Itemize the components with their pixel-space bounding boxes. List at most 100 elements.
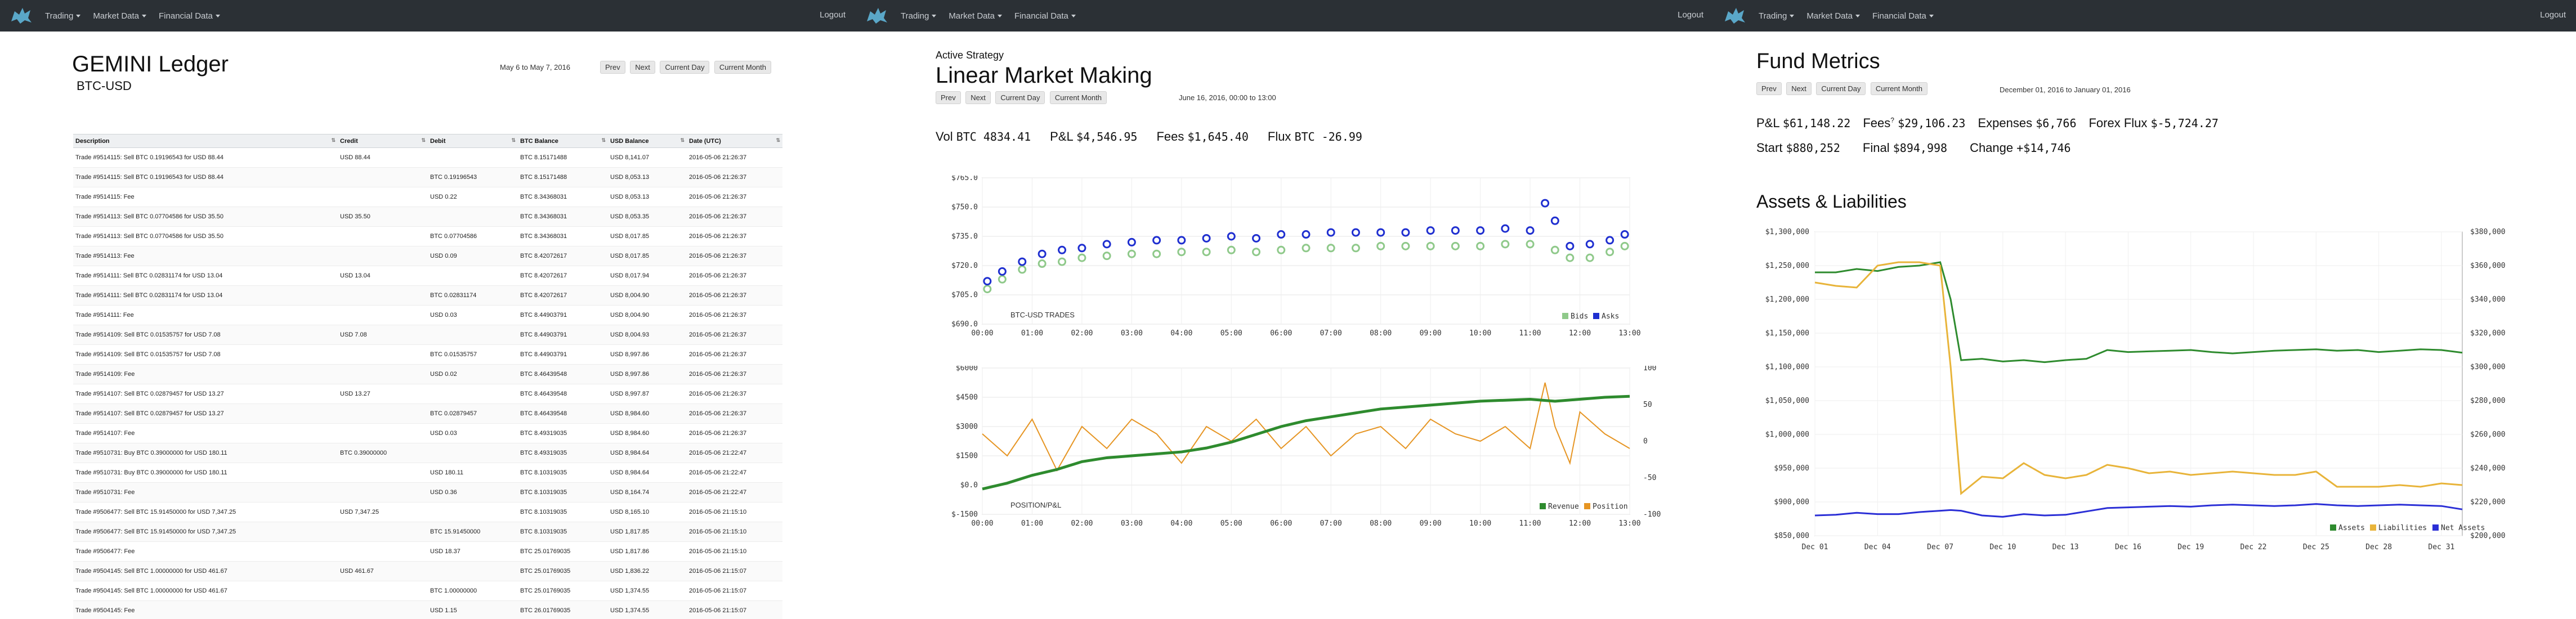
table-row: Trade #9504145: Fee USD 1.15 BTC 26.017690…: [73, 600, 782, 619]
table-cell: [338, 344, 428, 365]
sort-icon[interactable]: ⇅: [776, 137, 780, 143]
prev-button[interactable]: Prev: [600, 61, 625, 74]
current-month-button[interactable]: Current Month: [714, 61, 771, 74]
x-tick-label: Dec 31: [2428, 543, 2454, 551]
current-day-button[interactable]: Current Day: [660, 61, 710, 74]
table-cell: Trade #9510731: Buy BTC 0.39000000 for U…: [73, 443, 338, 463]
column-header[interactable]: USD Balance ⇅: [608, 134, 687, 148]
table-cell: BTC 8.49319035: [518, 443, 608, 463]
table-cell: 2016-05-06 21:26:37: [687, 147, 782, 168]
table-cell: 2016-05-06 21:15:07: [687, 581, 782, 601]
column-header[interactable]: BTC Balance ⇅: [518, 134, 608, 148]
ask-point: [1252, 234, 1261, 243]
table-cell: Trade #9504145: Sell BTC 1.00000000 for …: [73, 581, 338, 601]
fees-help-marker[interactable]: ?: [1890, 116, 1894, 124]
stat-value: $880,252: [1786, 141, 1840, 155]
sort-icon[interactable]: ⇅: [511, 137, 516, 143]
column-header[interactable]: Date (UTC) ⇅: [687, 134, 782, 148]
y-tick-label: $3000: [956, 423, 978, 431]
table-cell: BTC 25.01769035: [518, 541, 608, 562]
caret-down-icon: [1929, 14, 1934, 17]
column-header[interactable]: Description ⇅: [73, 134, 338, 148]
stat-flux: Flux BTC -26.99: [1268, 129, 1362, 144]
sort-icon[interactable]: ⇅: [601, 137, 606, 143]
nav-market-data[interactable]: Market Data: [1806, 11, 1861, 21]
nav-market-data[interactable]: Market Data: [949, 11, 1003, 21]
x-tick-label: Dec 28: [2365, 543, 2392, 551]
table-cell: USD 1,836.22: [608, 561, 687, 581]
stat-fees: Fees $1,645.40: [1156, 129, 1248, 144]
logout-link[interactable]: Logout: [2540, 10, 2566, 20]
logo-icon[interactable]: [8, 5, 35, 27]
nav-trading-label: Trading: [901, 11, 929, 21]
prev-button[interactable]: Prev: [1756, 82, 1782, 95]
nav-financial-data[interactable]: Financial Data: [1014, 11, 1076, 21]
table-cell: 2016-05-06 21:15:10: [687, 522, 782, 542]
ask-point: [1302, 230, 1311, 239]
table-cell: 2016-05-06 21:15:10: [687, 502, 782, 522]
table-cell: 2016-05-06 21:26:37: [687, 246, 782, 266]
date-range: December 01, 2016 to January 01, 2016: [2000, 86, 2131, 94]
nav-trading[interactable]: Trading: [901, 11, 937, 21]
next-button[interactable]: Next: [630, 61, 655, 74]
x-tick-label: 07:00: [1320, 519, 1342, 528]
current-day-button[interactable]: Current Day: [1816, 82, 1866, 95]
table-cell: 2016-05-06 21:26:37: [687, 285, 782, 306]
table-cell: USD 13.04: [338, 266, 428, 286]
prev-button[interactable]: Prev: [936, 91, 961, 104]
plot-area: [1814, 231, 2463, 536]
next-button[interactable]: Next: [1786, 82, 1812, 95]
table-cell: BTC 8.46439548: [518, 403, 608, 424]
nav-trading-label: Trading: [1759, 11, 1787, 21]
sort-icon[interactable]: ⇅: [421, 137, 426, 143]
table-cell: 2016-05-06 21:22:47: [687, 463, 782, 483]
sort-icon[interactable]: ⇅: [680, 137, 685, 143]
nav-financial-data[interactable]: Financial Data: [1872, 11, 1934, 21]
table-cell: [338, 423, 428, 443]
x-tick-label: 03:00: [1121, 329, 1143, 338]
table-cell: BTC 26.01769035: [518, 600, 608, 619]
y-tick-label: $1,150,000: [1765, 329, 1809, 338]
nav-market-data[interactable]: Market Data: [93, 11, 147, 21]
table-cell: Trade #9514111: Sell BTC 0.02831174 for …: [73, 285, 338, 306]
table-cell: USD 1,374.55: [608, 581, 687, 601]
ask-point: [1526, 226, 1535, 235]
nav-trading[interactable]: Trading: [45, 11, 81, 21]
ask-point: [1401, 228, 1410, 237]
y-tick-label: $1,300,000: [1765, 228, 1809, 236]
logo-icon[interactable]: [864, 5, 891, 27]
table-cell: 2016-05-06 21:22:47: [687, 482, 782, 503]
table-cell: Trade #9504145: Fee: [73, 600, 338, 619]
column-header[interactable]: Debit ⇅: [428, 134, 518, 148]
table-row: Trade #9514113: Fee USD 0.09 BTC 8.4207261…: [73, 246, 782, 266]
logo-icon[interactable]: [1721, 5, 1748, 27]
column-header[interactable]: Credit ⇅: [338, 134, 428, 148]
legend-label: Net Assets: [2441, 524, 2485, 532]
x-tick-label: 10:00: [1469, 519, 1491, 528]
table-cell: Trade #9514115: Sell BTC 0.19196543 for …: [73, 167, 338, 187]
nav-trading[interactable]: Trading: [1759, 11, 1795, 21]
table-row: Trade #9514109: Fee USD 0.02 BTC 8.4643954…: [73, 364, 782, 384]
plot-area: [982, 367, 1630, 515]
stat-value: $29,106.23: [1898, 116, 1966, 130]
logout-link[interactable]: Logout: [1678, 10, 1703, 20]
ask-point: [1058, 245, 1067, 254]
y2-tick-label: $320,000: [2470, 329, 2506, 338]
nav-financial-data[interactable]: Financial Data: [159, 11, 220, 21]
ask-point: [1326, 228, 1335, 237]
sort-icon[interactable]: ⇅: [331, 137, 336, 143]
table-cell: [338, 522, 428, 542]
next-button[interactable]: Next: [965, 91, 991, 104]
current-month-button[interactable]: Current Month: [1870, 82, 1927, 95]
current-month-button[interactable]: Current Month: [1049, 91, 1107, 104]
table-cell: BTC 8.10319035: [518, 502, 608, 522]
legend-swatch: [2330, 524, 2336, 531]
page-title: GEMINI Ledger: [72, 52, 229, 77]
page-subtitle: BTC-USD: [77, 79, 132, 93]
table-row: Trade #9514107: Sell BTC 0.02879457 for …: [73, 403, 782, 424]
table-row: Trade #9514115: Sell BTC 0.19196543 for …: [73, 167, 782, 187]
current-day-button[interactable]: Current Day: [995, 91, 1045, 104]
logout-link[interactable]: Logout: [820, 10, 846, 20]
table-cell: Trade #9514109: Sell BTC 0.01535757 for …: [73, 325, 338, 345]
y-tick-label: $0.0: [960, 481, 978, 490]
